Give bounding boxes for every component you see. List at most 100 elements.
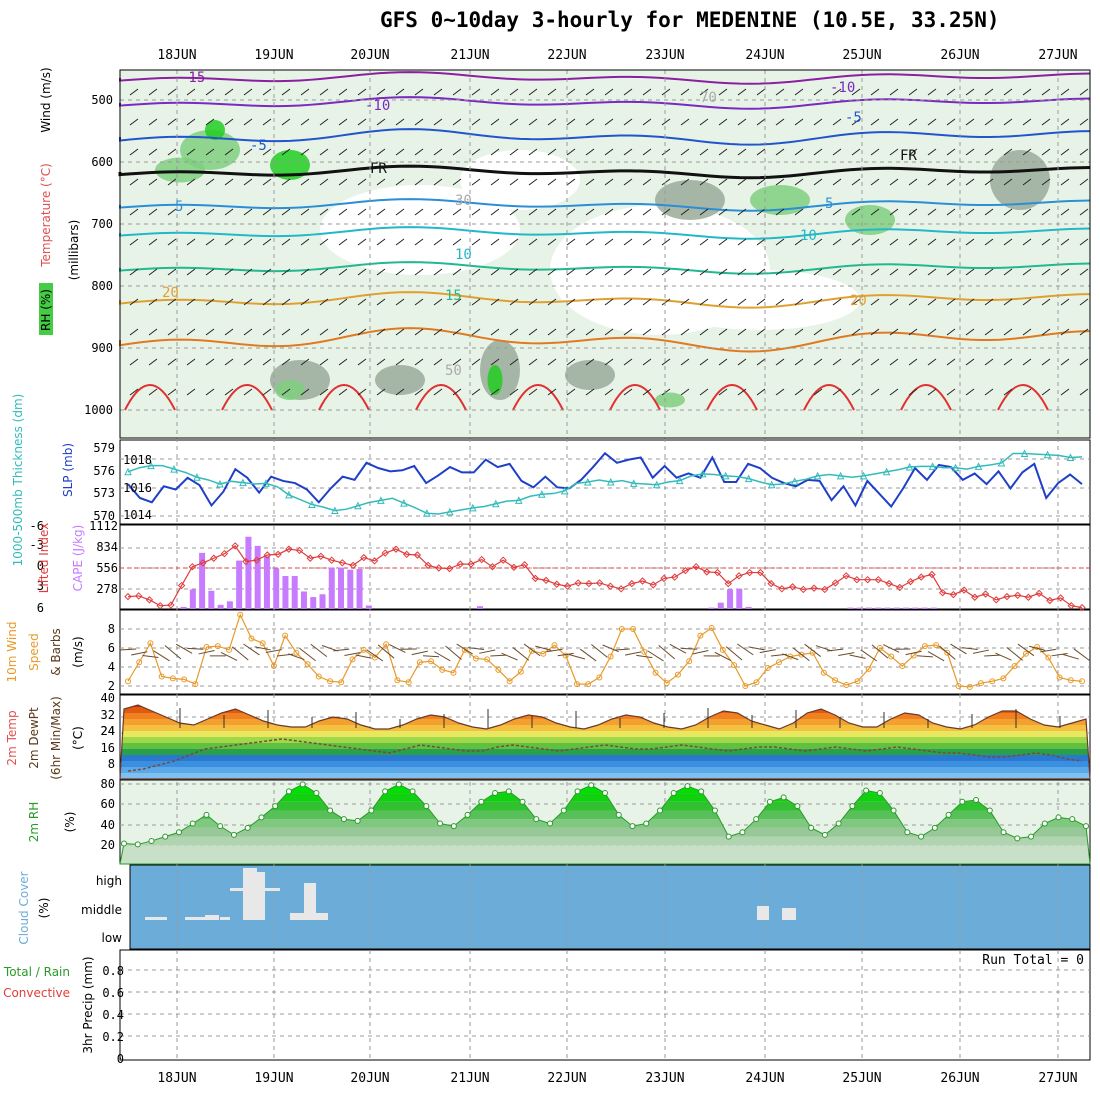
wind-barb	[832, 328, 842, 336]
wind-barb-10m	[288, 653, 305, 661]
li-marker	[381, 549, 389, 557]
wind-speed-marker	[832, 677, 839, 684]
wind-barb-10m	[377, 644, 395, 659]
thickness-marker	[1066, 453, 1075, 462]
rh-blob	[845, 205, 895, 235]
wind-barb	[186, 328, 196, 336]
wind-barb	[756, 328, 766, 336]
cape-bar	[365, 605, 372, 609]
rh-marker	[437, 820, 444, 827]
wind-speed-marker	[697, 632, 704, 639]
cape-bar	[847, 607, 854, 609]
thickness-marker	[652, 480, 661, 489]
date-label-bottom: 26JUN	[940, 1071, 979, 1086]
wind-barb-10m	[1062, 653, 1079, 660]
wind-speed-marker	[349, 656, 356, 663]
wind-barb	[281, 118, 291, 126]
wind-barb-10m	[164, 645, 182, 660]
thickness-marker	[974, 462, 983, 470]
li-marker	[896, 583, 904, 592]
li-marker	[145, 596, 154, 604]
wind-barb	[300, 388, 310, 396]
cloud-level-high: high	[96, 874, 122, 888]
wind-barb-10m	[669, 643, 687, 654]
cape-bar	[930, 607, 937, 609]
wind-barb	[414, 148, 424, 156]
cape-bar	[180, 606, 187, 609]
wind-barb	[889, 268, 899, 276]
wind-barb-10m	[1040, 648, 1057, 653]
rh-marker	[684, 783, 691, 790]
wind-barb	[376, 388, 386, 396]
contour-minus5	[119, 128, 1091, 146]
wind-barb	[946, 298, 956, 306]
rh-marker	[753, 816, 760, 823]
li-marker	[360, 553, 368, 562]
wind-barb	[870, 88, 880, 96]
wind-barb	[870, 268, 880, 276]
wind-barb	[395, 88, 405, 96]
wind-barb	[794, 148, 804, 156]
ylabel-millibars: (millibars)	[67, 220, 81, 281]
page-title: GFS 0~10day 3-hourly for MEDENINE (10.5E…	[380, 8, 1000, 32]
li-marker	[370, 557, 379, 565]
wind-barb	[243, 298, 253, 306]
wind-barb-10m	[321, 645, 339, 652]
wind-barb	[775, 118, 785, 126]
wind-barb	[243, 388, 253, 396]
wind-barb	[984, 148, 994, 156]
rh-marker	[1028, 833, 1035, 840]
wind-barb	[547, 358, 557, 366]
wind-barb-10m	[1017, 643, 1035, 657]
contour-5	[119, 198, 1091, 212]
slp-tick: 1018	[123, 453, 152, 467]
ylabel-cloud-cover: Cloud Cover	[17, 871, 31, 944]
temp-band	[120, 725, 1090, 731]
wind-barb	[794, 268, 804, 276]
wind-speed-marker	[214, 643, 221, 650]
wind-barb	[452, 328, 462, 336]
wind-barb	[300, 208, 310, 216]
wind-barb	[281, 148, 291, 156]
thickness-marker	[767, 480, 776, 489]
wind-barb	[908, 178, 918, 186]
wind-barb	[338, 388, 348, 396]
wind-barb-10m	[1051, 653, 1068, 657]
li-marker	[435, 564, 443, 572]
wind-barb-10m	[512, 647, 530, 661]
wind-barb	[965, 238, 975, 246]
wind-barb	[775, 268, 785, 276]
li-marker	[863, 575, 872, 584]
wind-barb-10m	[490, 654, 507, 657]
wind-barb	[509, 208, 519, 216]
wind-barb	[414, 238, 424, 246]
wind-barb	[243, 178, 253, 186]
wind-barb	[1060, 388, 1070, 396]
wind-barb	[642, 358, 652, 366]
thickness-marker	[836, 471, 845, 480]
wind-barb	[661, 358, 671, 366]
wind-barb	[623, 388, 633, 396]
wind-barb-10m	[434, 651, 451, 662]
li-marker	[402, 550, 411, 559]
precip-panel	[119, 949, 1091, 1061]
wind-barb	[376, 238, 386, 246]
wind-barb-10m	[950, 643, 967, 655]
cape-bar	[736, 588, 743, 609]
wind-barb	[585, 208, 595, 216]
cape-bar	[273, 568, 280, 609]
wind-speed-marker	[1011, 663, 1018, 670]
wind-barb	[471, 118, 481, 126]
temp-tick: 32	[101, 708, 115, 722]
cloud-block	[304, 883, 316, 920]
wind-barb	[680, 328, 690, 336]
li-tick: 6	[37, 601, 44, 615]
wind-barb	[718, 178, 728, 186]
rh-blob	[270, 150, 310, 180]
wind-barb	[395, 178, 405, 186]
wind-speed-marker	[338, 679, 345, 686]
wind-barb	[205, 88, 215, 96]
wind-barb	[623, 238, 633, 246]
wind-barb	[262, 178, 272, 186]
wind-barb	[908, 328, 918, 336]
